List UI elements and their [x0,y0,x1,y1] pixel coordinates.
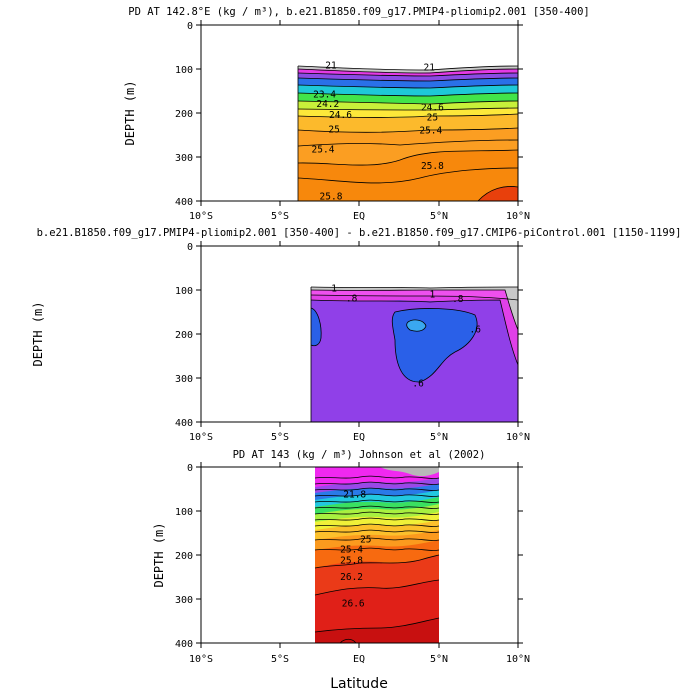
xtick: 10°N [506,211,530,222]
xtick: 5°S [271,211,289,222]
bot-contour-lines [314,475,440,643]
ytick: 300 [175,153,193,164]
contour-label: 21 [325,61,337,72]
xtick: 10°S [189,211,213,222]
mid-contour-lines [310,286,518,383]
contour-label: 25 [427,112,438,123]
mid-blob-left [311,308,322,346]
ytick: 100 [175,507,193,518]
contour-label: 25.8 [320,192,343,203]
ytick: 200 [175,551,193,562]
ytick: 400 [175,418,193,429]
contour-label: 26.2 [340,572,363,583]
contour-label: 1 [331,284,337,295]
mid-blob-center [406,319,426,332]
xtick: 10°N [506,432,530,443]
ytick: 100 [175,65,193,76]
top-contour-lines [297,65,518,201]
contour-label: 1 [430,289,436,300]
xtick: 10°S [189,432,213,443]
panel-mid-title: b.e21.B1850.f09_g17.PMIP4-pliomip2.001 [… [37,227,682,239]
panel-mid-xticks: 10°S 5°S EQ 5°N 10°N [189,432,530,443]
xtick: EQ [353,432,365,443]
xtick: 10°N [506,654,530,665]
contour-label: 25 [328,124,339,135]
panel-bottom-yticks: 0 100 200 300 400 [175,463,193,650]
panel-bottom-title: PD AT 143 (kg / m³) Johnson et al (2002) [233,449,486,461]
panel-bottom-field [314,467,440,643]
ytick: 400 [175,197,193,208]
panel-mid-field [310,246,518,422]
x-axis-label: Latitude [330,676,388,692]
contour-label: 25.4 [340,545,363,556]
contour-label: .8 [346,293,358,304]
panel-bottom-ticks [196,462,523,648]
panel-top-xticks: 10°S 5°S EQ 5°N 10°N [189,211,530,222]
panel-bottom-ylabel: DEPTH (m) [152,522,166,587]
ytick: 0 [187,463,193,474]
top-band-missing [298,25,518,70]
contour-label: .8 [452,294,464,305]
panel-bottom-xticks: 10°S 5°S EQ 5°N 10°N [189,654,530,665]
contour-label: 25.4 [419,126,442,137]
xtick: 5°N [430,432,448,443]
xtick: 5°S [271,654,289,665]
contour-label: 24.6 [421,103,444,114]
panel-top: PD AT 142.8°E (kg / m³), b.e21.B1850.f09… [123,6,590,222]
xtick: 5°N [430,211,448,222]
contour-label: 24.2 [316,99,339,110]
contour-label: 25.4 [312,145,335,156]
contour-label: 21.8 [343,489,366,500]
contour-label: 21 [423,63,435,74]
ytick: 300 [175,374,193,385]
panel-top-ylabel: DEPTH (m) [123,80,137,145]
xtick: EQ [353,211,365,222]
ytick: 300 [175,595,193,606]
panel-mid-ylabel: DEPTH (m) [31,301,45,366]
panel-mid: b.e21.B1850.f09_g17.PMIP4-pliomip2.001 [… [31,227,681,443]
panel-bottom: PD AT 143 (kg / m³) Johnson et al (2002) [152,449,530,665]
panel-top-ticks [196,20,523,206]
ytick: 100 [175,286,193,297]
contour-label: 24.6 [329,110,352,121]
ytick: 0 [187,242,193,253]
panel-mid-ticks [196,241,523,427]
xtick: EQ [353,654,365,665]
panel-mid-contour-labels: 1 1 .8 .8 .6 .6 [331,284,481,390]
bot-band-gray [380,467,439,477]
contour-label: 25.8 [421,161,444,172]
mid-band-missing [311,246,518,288]
contour-label: .6 [469,325,481,336]
ytick: 400 [175,639,193,650]
xtick: 5°S [271,432,289,443]
xtick: 10°S [189,654,213,665]
ytick: 0 [187,21,193,32]
ytick: 200 [175,109,193,120]
panel-top-yticks: 0 100 200 300 400 [175,21,193,208]
contour-label: 25 [360,535,371,546]
contour-label: 26.6 [342,598,365,609]
contour-label: 25.8 [340,556,363,567]
panel-top-field [297,25,518,201]
xtick: 5°N [430,654,448,665]
panel-top-title: PD AT 142.8°E (kg / m³), b.e21.B1850.f09… [128,6,589,18]
panel-mid-yticks: 0 100 200 300 400 [175,242,193,429]
ytick: 200 [175,330,193,341]
contour-label: 23.4 [313,90,336,101]
contour-label: .6 [412,379,424,390]
